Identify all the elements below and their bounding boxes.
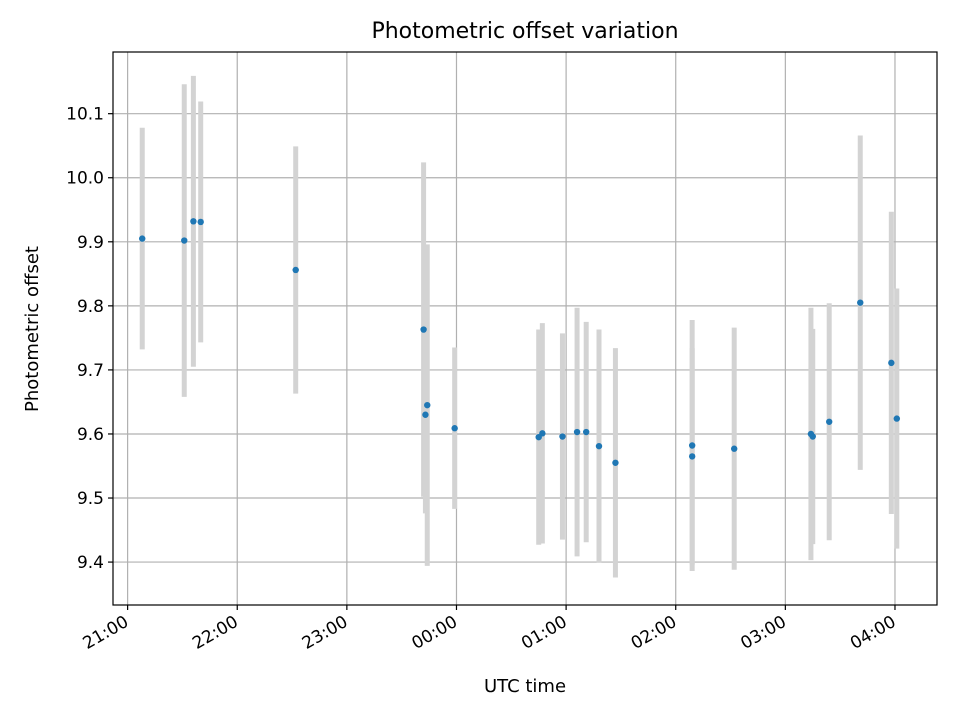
data-point [422, 411, 429, 418]
data-point [181, 237, 188, 244]
data-point [292, 266, 299, 274]
data-point [730, 445, 738, 452]
data-point [573, 428, 581, 436]
data-point [595, 442, 603, 450]
data-point [583, 428, 590, 436]
y-axis-label: Photometric offset [22, 246, 43, 412]
data-point [857, 299, 864, 306]
x-tick-label: 02:00 [628, 612, 680, 654]
grid-lines [113, 52, 937, 605]
y-tick-label: 9.9 [77, 233, 104, 253]
y-tick-label: 9.4 [77, 553, 104, 573]
y-axis: 9.4 9.5 9.6 9.7 9.8 9.9 10.0 10.1 [66, 105, 113, 573]
y-tick-label: 9.7 [77, 361, 104, 381]
x-tick-label: 01:00 [518, 612, 570, 654]
data-point [539, 430, 546, 437]
data-point [420, 326, 427, 333]
data-point [688, 442, 696, 449]
data-point [826, 418, 833, 425]
data-point [190, 218, 197, 225]
y-tick-label: 9.6 [77, 425, 104, 445]
x-tick-label: 00:00 [409, 612, 461, 654]
data-point [893, 415, 901, 422]
y-tick-label: 9.8 [77, 297, 104, 317]
data-point [197, 218, 204, 226]
data-point [888, 359, 895, 367]
x-tick-label: 23:00 [299, 612, 351, 654]
error-bars [139, 75, 900, 578]
data-point [809, 433, 816, 440]
data-point [559, 433, 566, 440]
y-tick-label: 9.5 [77, 489, 104, 509]
data-point [139, 235, 146, 242]
x-axis: 21:00 22:00 23:00 00:00 01:00 02:00 03:00 04:00 [80, 605, 899, 654]
x-tick-label: 21:00 [80, 612, 132, 654]
x-tick-label: 22:00 [189, 612, 241, 654]
x-tick-label: 03:00 [737, 612, 789, 654]
y-tick-label: 10.0 [66, 169, 104, 189]
data-point [612, 459, 619, 466]
chart-title: Photometric offset variation [371, 19, 678, 44]
plot-frame [112, 51, 938, 606]
data-point [424, 401, 431, 409]
data-point [688, 453, 696, 460]
x-tick-label: 04:00 [847, 612, 899, 654]
x-axis-label: UTC time [484, 676, 566, 697]
data-point [451, 425, 458, 432]
data-points [139, 218, 901, 466]
y-tick-label: 10.1 [66, 105, 104, 125]
